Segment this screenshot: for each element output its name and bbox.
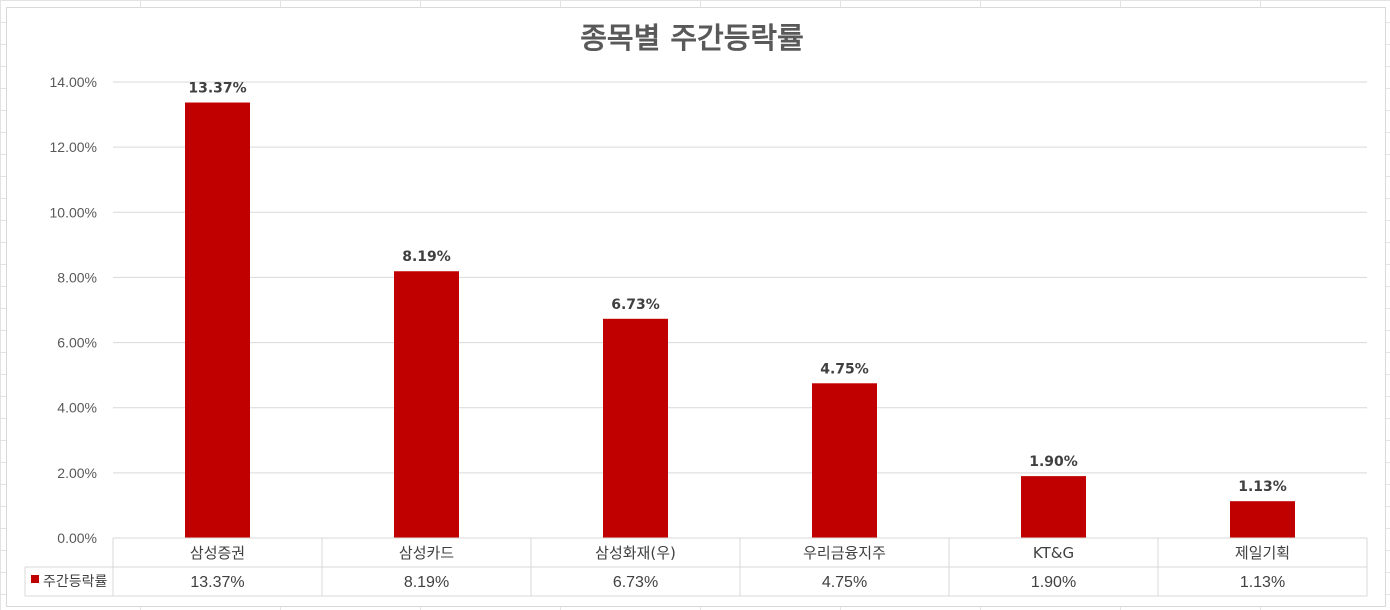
table-value: 8.19%: [404, 574, 449, 591]
bar[interactable]: [812, 383, 877, 538]
table-value: 13.37%: [190, 574, 244, 591]
table-value: 1.90%: [1031, 574, 1076, 591]
data-label: 4.75%: [820, 361, 869, 377]
y-tick-label: 14.00%: [50, 74, 97, 90]
bar[interactable]: [1230, 501, 1295, 538]
bar[interactable]: [185, 102, 250, 539]
y-tick-label: 10.00%: [50, 204, 97, 220]
data-label: 13.37%: [188, 81, 246, 97]
category-label: 삼성증권: [190, 544, 245, 562]
category-label: KT&G: [1033, 544, 1074, 562]
y-tick-label: 8.00%: [57, 269, 97, 285]
data-table: 삼성증권 13.37% 삼성카드 8.19% 삼성화재(우) 6.73% 우리금융지주 4.7…: [24, 537, 1368, 597]
bars: [185, 102, 1295, 539]
chart-title: 종목별 주간등락률: [580, 21, 804, 55]
y-tick-label: 2.00%: [57, 465, 97, 481]
table-value: 4.75%: [822, 574, 867, 591]
category-label: 제일기획: [1235, 544, 1290, 562]
category-label: 삼성카드: [399, 544, 454, 562]
table-value: 1.13%: [1240, 574, 1285, 591]
y-tick-label: 0.00%: [57, 530, 97, 546]
y-tick-label: 6.00%: [57, 335, 97, 351]
table-value: 6.73%: [613, 574, 658, 591]
data-label: 1.90%: [1029, 454, 1078, 470]
y-tick-label: 12.00%: [50, 139, 97, 155]
legend-label: 주간등락률: [43, 574, 108, 590]
bar[interactable]: [394, 271, 459, 538]
data-label: 8.19%: [402, 249, 451, 265]
y-tick-label: 4.00%: [57, 400, 97, 416]
data-label: 6.73%: [611, 297, 660, 313]
category-label: 삼성화재(우): [595, 544, 676, 562]
y-axis: 0.00% 2.00% 4.00% 6.00% 8.00% 10.00% 12.00% 14.…: [50, 74, 97, 546]
bar[interactable]: [1021, 476, 1086, 538]
category-label: 우리금융지주: [803, 544, 886, 562]
data-labels: 13.37% 8.19% 6.73% 4.75% 1.90% 1.13%: [188, 81, 1286, 496]
data-label: 1.13%: [1238, 479, 1287, 495]
gridlines: [113, 81, 1367, 539]
legend-key: [31, 575, 39, 583]
bar[interactable]: [603, 318, 668, 538]
